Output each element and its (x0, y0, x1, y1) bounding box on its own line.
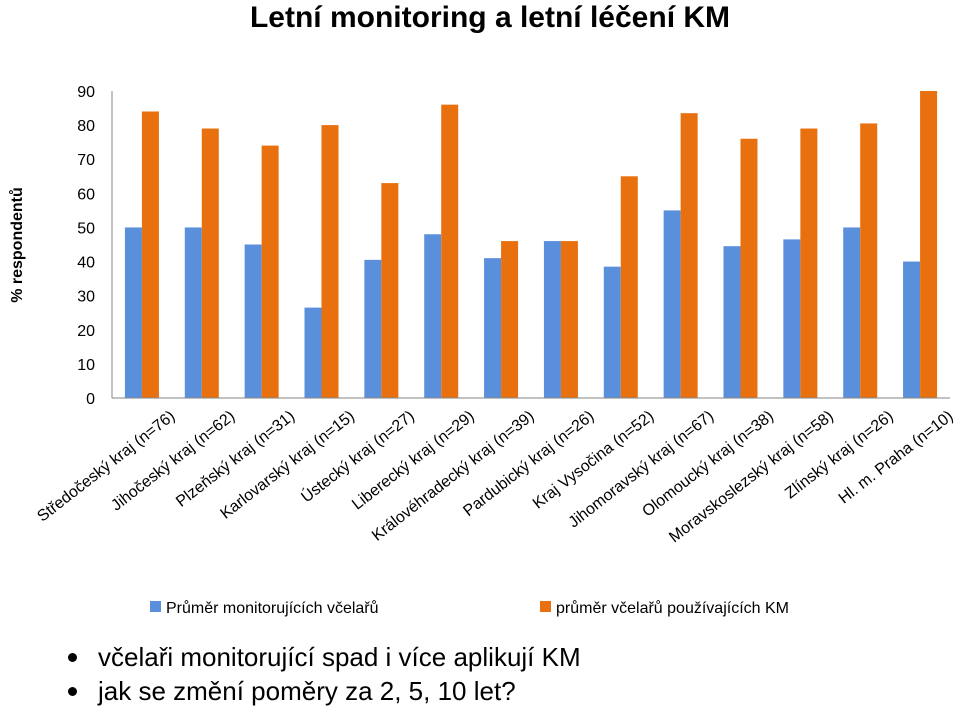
bar-monitoring (543, 241, 561, 398)
y-tick-label: 50 (77, 220, 95, 237)
bar-chart: 0 10 20 30 40 50 60 70 80 90 Středočeský kraj (n=… (9, 84, 957, 617)
legend-swatch (150, 601, 161, 612)
bar-monitoring (124, 227, 142, 398)
bar-monitoring (843, 227, 861, 398)
bullet-list: včelaři monitorující spad i více aplikuj… (68, 640, 581, 708)
bar-km (501, 241, 519, 398)
x-tick-label: Hl. m. Praha (n=10) (836, 408, 957, 508)
bar-monitoring (244, 244, 262, 398)
y-axis-title: % respondentů (9, 187, 26, 303)
bar-km (381, 183, 399, 398)
y-tick-label: 20 (77, 323, 95, 340)
y-tick-label: 40 (77, 255, 95, 272)
bar-monitoring (424, 234, 442, 398)
bar-km (740, 138, 758, 398)
y-tick-label: 10 (77, 357, 95, 374)
bar-km (680, 113, 698, 398)
bullet-icon (68, 653, 77, 662)
bar-monitoring (783, 239, 801, 398)
bar-monitoring (184, 227, 202, 398)
legend-label: Průměr monitorujících včelařů (166, 599, 379, 617)
x-axis-labels: Středočeský kraj (n=76)Jihočeský kraj (n… (34, 406, 956, 546)
bar-km (441, 104, 459, 399)
y-axis: 0 10 20 30 40 50 60 70 80 90 (77, 84, 113, 408)
bar-km (321, 125, 339, 398)
bar-monitoring (484, 258, 502, 398)
page-title: Letní monitoring a letní léčení KM (249, 1, 731, 34)
bar-monitoring (304, 307, 322, 398)
y-tick-label: 30 (77, 289, 95, 306)
bar-km (800, 128, 818, 398)
y-tick-label: 60 (77, 186, 95, 203)
bullet-item: včelaři monitorující spad i více aplikuj… (68, 640, 581, 674)
bar-monitoring (364, 259, 382, 398)
legend-label: průměr včelařů používajících KM (556, 599, 789, 617)
bar-km (860, 123, 878, 399)
bar-km (141, 111, 159, 398)
bar-km (560, 241, 578, 398)
legend-swatch (540, 601, 551, 612)
bar-km (920, 91, 938, 398)
y-tick-label: 80 (77, 118, 95, 135)
y-tick-label: 90 (77, 84, 95, 101)
y-tick-label: 0 (86, 391, 95, 408)
bar-monitoring (663, 210, 681, 398)
bar-monitoring (603, 266, 621, 398)
bar-km (201, 128, 219, 398)
bar-km (261, 145, 279, 398)
y-tick-label: 70 (77, 152, 95, 169)
legend: Průměr monitorujících včelařů průměr včel… (150, 599, 789, 617)
bullet-icon (68, 687, 77, 696)
x-tick-label: Zlínský kraj (n=26) (782, 408, 897, 503)
bar-monitoring (903, 261, 921, 398)
bar-km (620, 176, 638, 398)
bullet-item: jak se změní poměry za 2, 5, 10 let? (68, 674, 581, 708)
bar-monitoring (723, 246, 741, 398)
bars (112, 91, 950, 399)
